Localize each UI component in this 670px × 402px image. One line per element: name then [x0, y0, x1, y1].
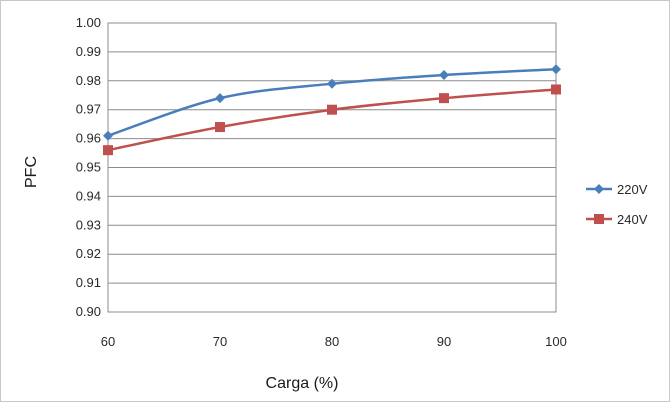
data-point [327, 104, 337, 115]
data-point [327, 78, 337, 89]
series-240V [103, 84, 561, 156]
x-tick-label: 90 [437, 334, 451, 349]
data-point [551, 84, 561, 95]
legend-item: 220V [586, 182, 648, 197]
legend: 220V 240V [586, 182, 648, 227]
y-tick-label: 0.94 [76, 188, 101, 203]
y-tick-label: 0.99 [76, 44, 101, 59]
series-220V [103, 64, 561, 141]
legend-label: 240V [617, 212, 648, 227]
data-point [215, 93, 225, 104]
y-tick-label: 0.91 [76, 275, 101, 290]
y-tick-label: 1.00 [76, 15, 101, 30]
x-axis-ticks: 60 70 80 90 100 [101, 334, 567, 349]
series-group [103, 64, 561, 156]
data-point [439, 70, 449, 81]
data-point [103, 130, 113, 141]
x-tick-label: 80 [325, 334, 339, 349]
legend-label: 220V [617, 182, 648, 197]
x-tick-label: 70 [213, 334, 227, 349]
y-axis-title: PFC [23, 156, 40, 188]
y-tick-label: 0.97 [76, 102, 101, 117]
x-tick-label: 60 [101, 334, 115, 349]
y-axis-ticks: 0.90 0.91 0.92 0.93 0.94 0.95 0.96 0.97 0.98 0.99… [76, 15, 101, 319]
data-point [103, 145, 113, 156]
legend-marker [594, 214, 604, 224]
legend-marker [594, 184, 604, 194]
y-tick-label: 0.93 [76, 217, 101, 232]
y-tick-label: 0.92 [76, 246, 101, 261]
gridlines [108, 51, 556, 284]
y-tick-label: 0.90 [76, 304, 101, 319]
y-tick-label: 0.96 [76, 131, 101, 146]
x-tick-label: 100 [545, 334, 567, 349]
data-point [215, 122, 225, 133]
data-point [551, 64, 561, 75]
y-tick-label: 0.95 [76, 160, 101, 175]
x-axis-title: Carga (%) [266, 375, 339, 392]
data-point [439, 93, 449, 104]
y-tick-label: 0.98 [76, 73, 101, 88]
legend-item: 240V [586, 212, 648, 227]
